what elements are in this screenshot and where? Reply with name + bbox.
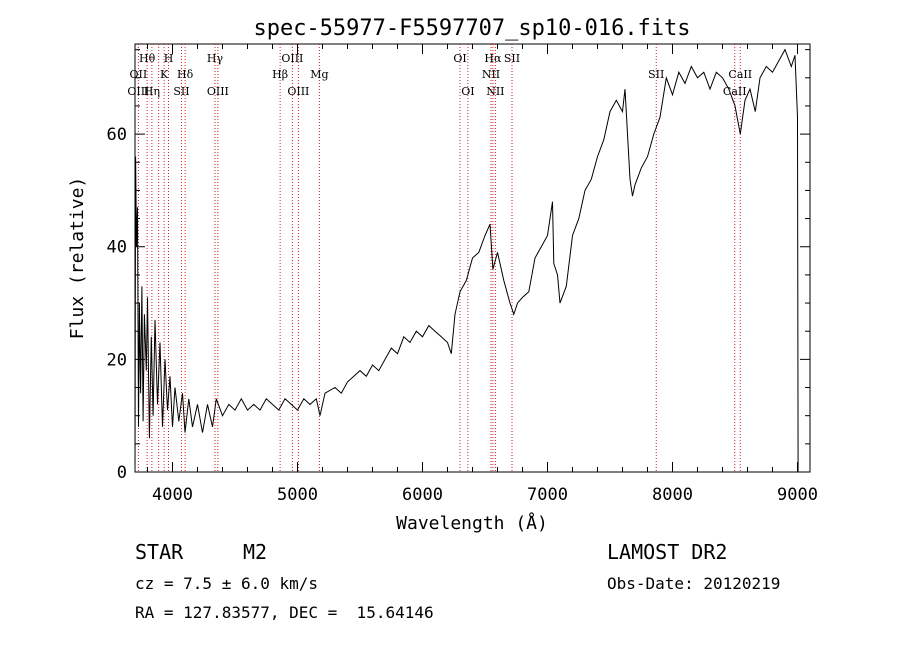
y-axis-label: Flux (relative) (67, 177, 88, 340)
line-label-9: Hδ (177, 68, 194, 81)
line-label-5: Hα (484, 52, 502, 65)
x-tick-label-4: 8000 (652, 485, 693, 505)
line-label-20: OI (461, 85, 474, 98)
emission-line-markers (137, 44, 741, 472)
y-tick-label-1: 20 (107, 350, 127, 370)
line-label-2: Hγ (207, 52, 224, 65)
object-subclass: M2 (243, 540, 268, 564)
y-tick-label-3: 60 (107, 125, 127, 145)
line-label-22: CaII (723, 85, 747, 98)
x-tick-label-2: 6000 (402, 485, 443, 505)
observation-date: Obs-Date: 20120219 (607, 574, 781, 593)
line-label-14: CaII (728, 68, 752, 81)
line-label-11: Mg (310, 68, 328, 81)
line-label-6: SII (504, 52, 520, 65)
line-label-8: K (160, 68, 169, 81)
line-label-18: OIII (207, 85, 229, 98)
line-label-19: OIII (287, 85, 309, 98)
object-class: STAR (135, 540, 184, 564)
chart-title: spec-55977-F5597707_sp10-016.fits (253, 16, 690, 41)
line-label-1: H (164, 52, 174, 65)
coordinates: RA = 127.83577, DEC = 15.64146 (135, 603, 434, 622)
line-label-21: NII (486, 85, 504, 98)
line-label-17: SII (173, 85, 189, 98)
line-label-3: OIII (281, 52, 303, 65)
line-label-0: Hθ (139, 52, 156, 65)
line-label-7: OII (130, 68, 148, 81)
x-tick-label-3: 7000 (527, 485, 568, 505)
x-tick-label-0: 4000 (152, 485, 193, 505)
y-tick-label-0: 0 (117, 463, 127, 483)
x-tick-label-5: 9000 (777, 485, 818, 505)
line-label-4: OI (453, 52, 466, 65)
line-label-12: NII (482, 68, 500, 81)
survey-name: LAMOST DR2 (607, 540, 728, 564)
x-tick-label-1: 5000 (277, 485, 318, 505)
axis-ticks: 4000 5000 6000 7000 8000 9000 0 20 40 60 (107, 44, 818, 505)
line-label-15: OIII (127, 85, 149, 98)
y-tick-label-2: 40 (107, 238, 127, 258)
line-label-10: Hβ (272, 68, 288, 81)
x-axis-label: Wavelength (Å) (396, 512, 548, 534)
line-label-13: SII (648, 68, 664, 81)
line-label-16: Hη (144, 85, 160, 98)
redshift-velocity: cz = 7.5 ± 6.0 km/s (135, 574, 319, 593)
spectrum-line (134, 48, 799, 473)
